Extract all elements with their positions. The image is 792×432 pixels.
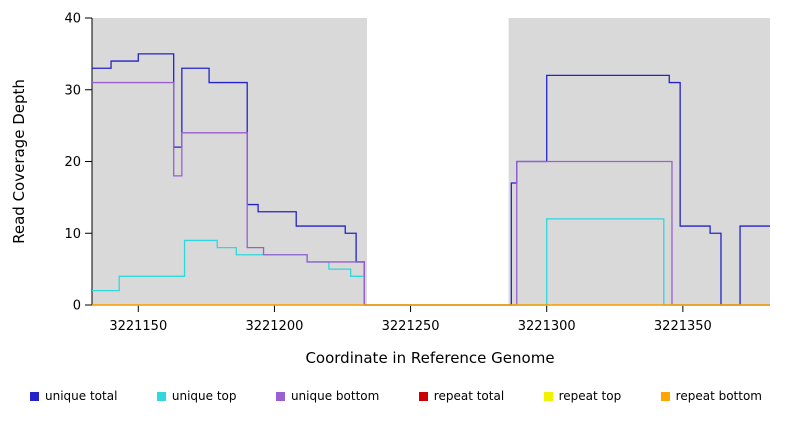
legend-label: unique total (45, 389, 118, 403)
y-tick-label: 40 (64, 12, 81, 27)
x-axis-title: Coordinate in Reference Genome (305, 349, 555, 367)
series-line-unique-bottom (92, 81, 770, 306)
x-tick-label: 3221350 (654, 319, 712, 334)
legend-label: repeat top (558, 389, 622, 403)
legend-item-repeat-total: repeat total (418, 389, 505, 403)
legend-item-repeat-top: repeat top (543, 389, 622, 403)
x-tick-label: 3221200 (245, 319, 303, 334)
legend-label: repeat bottom (675, 389, 762, 403)
x-tick-label: 3221300 (518, 319, 576, 334)
coverage-chart-svg: 0 10 20 30 40 3221150 3221200 3221250 3221300 322… (10, 12, 770, 334)
legend-label: unique top (171, 389, 237, 403)
legend-item-unique-bottom: unique bottom (275, 389, 380, 403)
y-tick-label: 0 (73, 299, 81, 314)
legend-item-unique-total: unique total (30, 389, 117, 403)
y-axis-title: Read Coverage Depth (10, 79, 28, 244)
series-line-unique-total (92, 53, 770, 306)
y-tick-label: 20 (64, 155, 81, 170)
x-tick-label: 3221250 (382, 319, 440, 334)
legend-swatch-icon (156, 391, 166, 401)
gap-region (367, 18, 509, 305)
legend-swatch-icon (30, 391, 39, 401)
legend-item-repeat-bottom: repeat bottom (660, 389, 762, 403)
legend-label: repeat total (433, 389, 505, 403)
y-tick-label: 10 (64, 227, 81, 242)
x-tick-label: 3221150 (109, 319, 167, 334)
legend-label: unique bottom (290, 389, 380, 403)
legend-swatch-icon (660, 391, 670, 401)
legend-swatch-icon (275, 391, 285, 401)
y-tick-label: 30 (64, 83, 81, 98)
legend-swatch-icon (543, 391, 553, 401)
legend-swatch-icon (418, 391, 428, 401)
legend-item-unique-top: unique top (156, 389, 237, 403)
chart-legend: unique total unique top unique bottom repea… (0, 389, 792, 403)
